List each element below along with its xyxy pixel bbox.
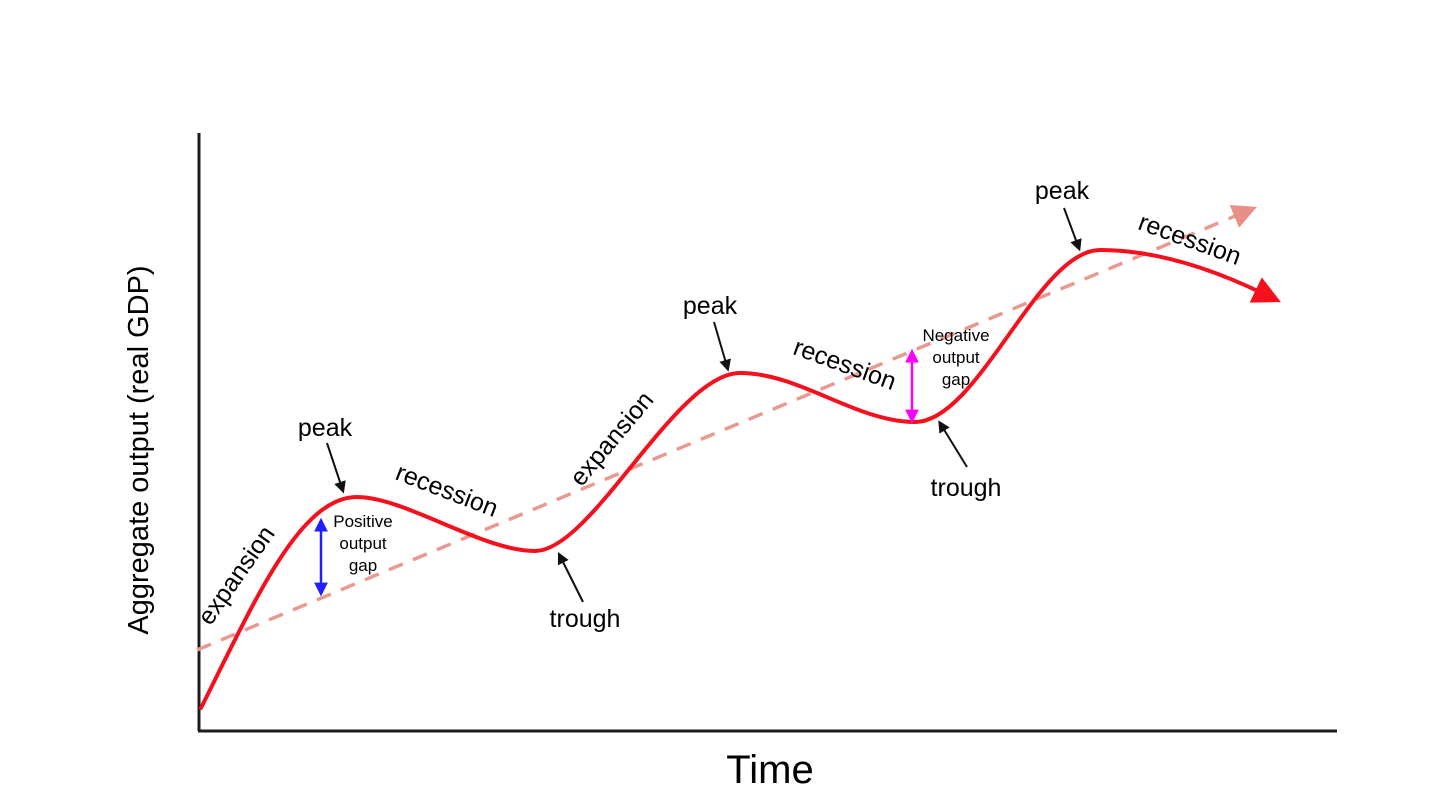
peak-1-arrow — [326, 442, 346, 494]
peak-3-arrow — [1063, 207, 1082, 252]
business-cycle-curve — [199, 247, 1281, 710]
negative-gap-line-2: output — [932, 348, 980, 367]
trend-line — [196, 205, 1257, 652]
negative-gap-line-3: gap — [942, 370, 970, 389]
trough-2-label: trough — [931, 474, 1002, 502]
peak-2-arrow — [713, 321, 731, 372]
negative-gap-line-1: Negative — [922, 326, 989, 345]
x-axis-label: Time — [726, 748, 813, 792]
peak-3-label: peak — [1035, 177, 1090, 205]
y-axis-label: Aggregate output (real GDP) — [123, 265, 155, 634]
trough-1-label: trough — [550, 605, 621, 633]
positive-gap-line-1: Positive — [333, 512, 393, 531]
peak-1-label: peak — [298, 414, 353, 442]
positive-output-gap-label: Positive output gap — [333, 512, 393, 575]
positive-gap-line-2: output — [339, 534, 387, 553]
trough-2-arrow — [938, 420, 968, 468]
recession-1-label: recession — [392, 458, 502, 522]
trough-1-arrow — [557, 551, 584, 603]
negative-output-gap-label: Negative output gap — [922, 326, 989, 389]
peak-2-label: peak — [683, 292, 738, 320]
positive-gap-line-3: gap — [349, 556, 377, 575]
